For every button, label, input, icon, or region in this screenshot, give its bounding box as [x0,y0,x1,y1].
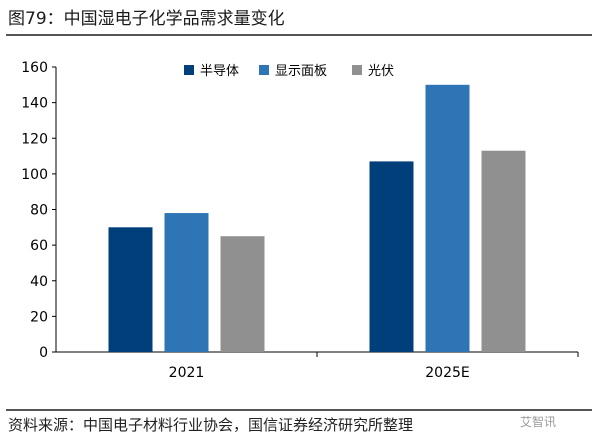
y-tick-label: 160 [21,60,48,76]
bar-2-2 [425,84,470,352]
legend-swatch-1 [184,65,194,75]
x-category-label: 2025E [425,365,469,381]
legend-swatch-3 [352,65,362,75]
bar-1-2 [164,213,209,352]
legend-label-2: 显示面板 [275,64,327,79]
top-rule [6,34,592,36]
y-tick-label: 120 [21,131,48,147]
y-tick-label: 20 [30,309,48,325]
y-tick-label: 0 [39,345,48,361]
bar-2-1 [369,161,414,352]
figure-title: 图79：中国湿电子化学品需求量变化 [8,9,285,29]
bottom-rule [6,409,592,411]
bar-2-3 [481,150,526,352]
y-tick-label: 40 [30,274,48,290]
legend-swatch-2 [259,65,269,75]
bar-1-1 [108,227,153,352]
x-category-label: 2021 [169,365,205,381]
source-note: 资料来源：中国电子材料行业协会，国信证券经济研究所整理 [8,416,414,434]
y-tick-label: 140 [21,96,48,112]
y-tick-label: 100 [21,167,48,183]
legend-label-1: 半导体 [200,64,239,79]
y-tick-label: 80 [30,203,48,219]
y-tick-label: 60 [30,238,48,254]
legend-label-3: 光伏 [368,64,394,79]
watermark: 艾智讯 [520,415,557,429]
bar-1-3 [220,236,265,352]
